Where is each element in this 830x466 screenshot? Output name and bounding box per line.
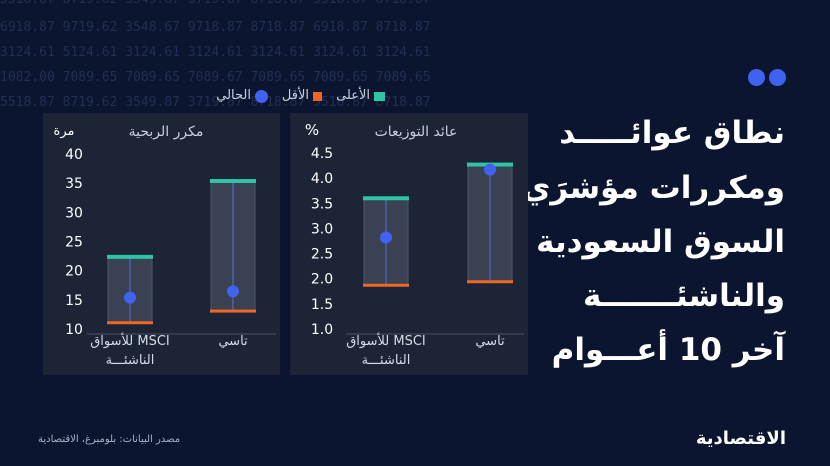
y-tick-label: 1.0	[311, 322, 333, 338]
y-tick-label: 2.0	[311, 272, 333, 288]
y-tick-label: 30	[65, 205, 83, 221]
y-tick-label: 1.5	[311, 297, 333, 313]
low-marker	[210, 309, 256, 313]
decor-dot	[769, 69, 786, 86]
ticker-background: 5518.87 8719.62 3549.87 3719.87 8718.87 …	[0, 0, 830, 120]
chart-title: عائد التوزيعات	[375, 124, 458, 140]
ticker-row: 1082.00 7089.65 7089.65 7089.67 7089.65 …	[0, 70, 431, 85]
legend-current-label: الحالي	[216, 88, 251, 103]
y-tick-label: 40	[65, 147, 83, 163]
current-point	[227, 285, 239, 298]
y-tick-label: 15	[65, 293, 83, 309]
headline-line: ومكررات مؤشرَي	[521, 170, 785, 206]
headline-line: والناشئـــــــة	[583, 278, 785, 314]
brand-logo: الاقتصادية	[695, 428, 786, 449]
low-marker	[363, 283, 409, 287]
y-tick-label: 2.5	[311, 247, 333, 263]
y-tick-label: 3.5	[311, 196, 333, 212]
y-unit-label: %	[305, 121, 319, 139]
y-tick-label: 4.5	[311, 146, 333, 162]
category-label: الناشئـــة	[362, 353, 411, 368]
y-tick-label: 4.0	[311, 171, 333, 187]
legend-low-swatch	[313, 92, 322, 101]
headline-line: آخر 10 أعـــوام	[551, 332, 785, 368]
legend-current-marker	[255, 90, 268, 103]
ticker-row: 3124.61 5124.61 3124.61 3124.61 3124.61 …	[0, 45, 431, 60]
category-label: الناشئـــة	[106, 353, 155, 368]
category-label: تاسي	[218, 334, 248, 349]
high-marker	[210, 179, 256, 183]
current-point	[380, 231, 392, 244]
y-tick-label: 20	[65, 264, 83, 280]
y-tick-label: 25	[65, 235, 83, 251]
ticker-row: 5518.87 8719.62 3549.87 3719.87 8718.87 …	[0, 0, 830, 14]
y-tick-label: 35	[65, 176, 83, 192]
headline-line: السوق السعودية	[536, 224, 785, 260]
low-marker	[107, 321, 153, 325]
decor-dots	[748, 69, 790, 87]
chart-title: مكرر الربحية	[129, 124, 204, 140]
legend-high-swatch	[374, 92, 385, 101]
category-label: MSCI للأسواق	[346, 332, 426, 349]
current-point	[484, 163, 496, 176]
high-marker	[363, 196, 409, 201]
category-label: تاسي	[475, 334, 505, 349]
ticker-row: 5518.87 8719.62 3549.87 3719.87 8718.87 …	[0, 95, 431, 110]
source-note: مصدر البيانات: بلومبرغ، الاقتصادية	[38, 434, 181, 445]
y-unit-label: مرة	[54, 124, 75, 139]
legend-low-label: الأقل	[281, 88, 309, 103]
legend-high-label: الأعلى	[336, 88, 370, 103]
ticker-row: 6918.87 9719.62 3548.67 9718.87 8718.87 …	[0, 20, 431, 35]
category-label: MSCI للأسواق	[90, 332, 170, 349]
current-point	[124, 291, 136, 304]
headline-line: نطاق عوائـــــد	[559, 115, 785, 151]
y-tick-label: 10	[65, 322, 83, 338]
high-marker	[107, 254, 153, 259]
legend: الأعلى الأقل الحالي	[200, 88, 385, 108]
decor-dot	[748, 69, 765, 86]
y-tick-label: 3.0	[311, 221, 333, 237]
low-marker	[467, 280, 513, 284]
